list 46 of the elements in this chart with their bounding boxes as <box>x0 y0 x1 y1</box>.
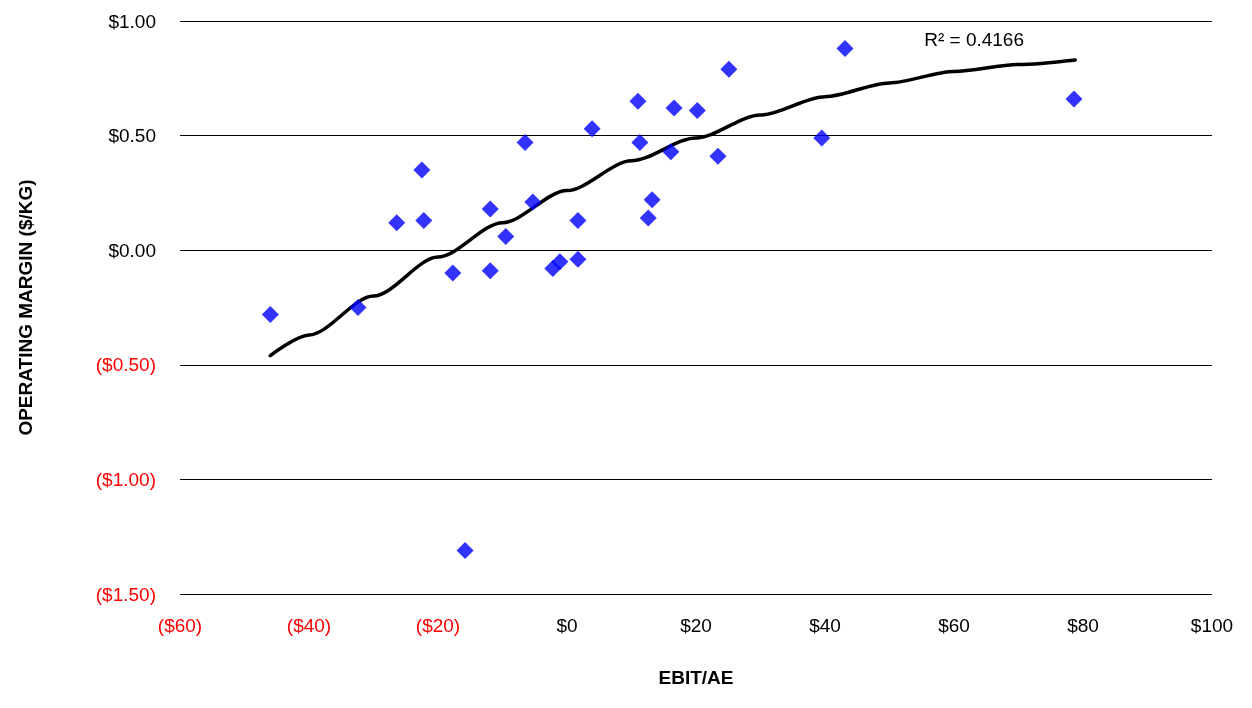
point <box>481 262 499 280</box>
point <box>569 211 587 229</box>
y-tick-label: ($1.00) <box>95 468 156 490</box>
point <box>456 541 474 559</box>
point <box>551 253 569 271</box>
x-tick-label: $60 <box>938 615 970 636</box>
x-tick-label: $100 <box>1190 615 1234 636</box>
point <box>643 191 661 209</box>
point <box>639 209 657 227</box>
point <box>261 305 279 323</box>
x-axis-title: EBIT/AE <box>658 667 734 688</box>
point <box>662 143 680 161</box>
point <box>388 214 406 232</box>
point <box>415 211 433 229</box>
y-axis-title: OPERATING MARGIN ($/KG) <box>15 179 36 436</box>
point <box>516 133 534 151</box>
point <box>524 193 542 211</box>
y-tick-label: $0.00 <box>108 239 156 261</box>
point <box>349 299 367 316</box>
y-tick-label: $1.00 <box>108 10 156 32</box>
point <box>1065 90 1083 108</box>
y-tick-label: ($0.50) <box>95 354 156 376</box>
x-tick-label: ($60) <box>157 615 203 636</box>
point <box>413 161 431 179</box>
point <box>444 264 462 282</box>
x-tick-label: $20 <box>680 615 712 636</box>
point <box>720 60 738 78</box>
point <box>497 227 515 245</box>
x-tick-label: $40 <box>809 615 841 636</box>
point <box>665 99 683 117</box>
x-tick-label: $0 <box>556 615 578 636</box>
y-tick-label: ($1.50) <box>95 583 156 605</box>
point <box>709 147 727 165</box>
point <box>629 92 647 110</box>
annotation: R² = 0.4166 <box>924 29 1025 50</box>
point <box>583 120 601 138</box>
x-tick-label: ($40) <box>286 615 332 636</box>
point <box>631 133 649 151</box>
x-tick-label: ($20) <box>415 615 461 636</box>
point <box>688 101 706 119</box>
point <box>481 200 499 218</box>
point <box>836 40 854 57</box>
x-tick-label: $80 <box>1067 615 1099 636</box>
point <box>813 129 831 147</box>
point <box>569 250 587 268</box>
y-tick-label: $0.50 <box>108 125 156 147</box>
